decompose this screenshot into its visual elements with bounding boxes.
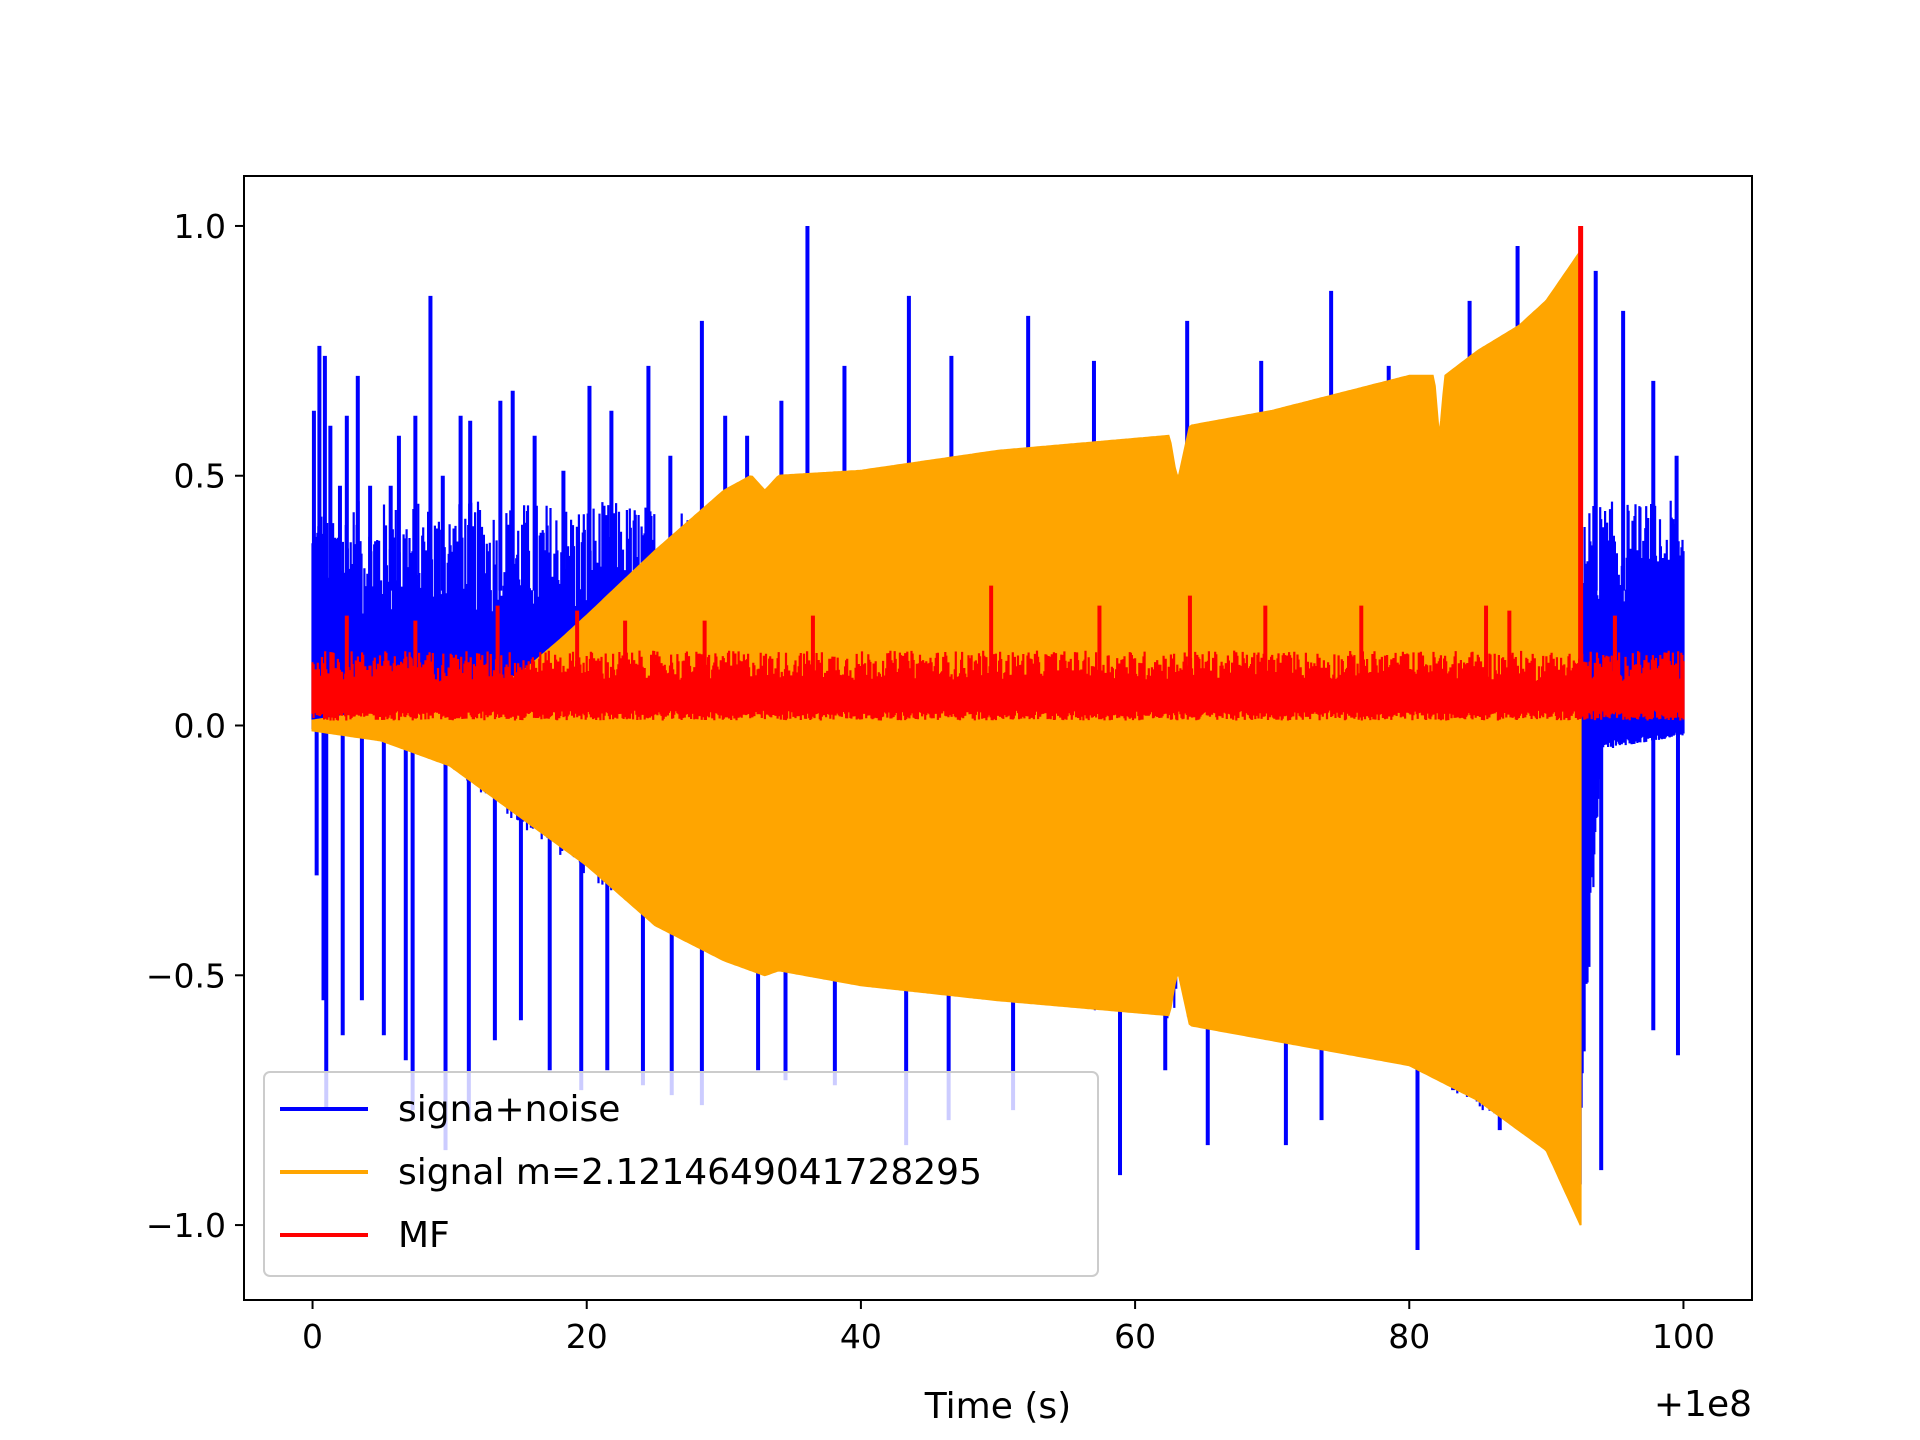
axis-ticks: 0 20 40 60 80 100 −1.0 −0.5 0.0 0.5 1.0 bbox=[146, 207, 1715, 1356]
x-tick-label: 20 bbox=[566, 1317, 608, 1356]
legend-label-signal: signal m=2.1214649041728295 bbox=[398, 1152, 982, 1193]
axes-frame bbox=[243, 175, 1753, 1301]
legend-label-mf: MF bbox=[398, 1215, 450, 1256]
x-tick-label: 100 bbox=[1652, 1317, 1715, 1356]
series-mf bbox=[311, 225, 1685, 721]
x-axis-label: Time (s) bbox=[924, 1386, 1071, 1427]
x-tick-label: 80 bbox=[1388, 1317, 1430, 1356]
y-tick-label: 1.0 bbox=[174, 207, 226, 246]
mf-trace bbox=[311, 650, 1685, 721]
x-tick-label: 0 bbox=[302, 1317, 323, 1356]
signal-envelope bbox=[311, 247, 1582, 1226]
x-axis-offset-label: +1e8 bbox=[1654, 1384, 1752, 1425]
y-tick-label: 0.0 bbox=[174, 707, 226, 746]
series-signal bbox=[311, 247, 1582, 1226]
x-tick-label: 60 bbox=[1114, 1317, 1156, 1356]
y-tick-label: −1.0 bbox=[146, 1206, 226, 1245]
legend-frame bbox=[263, 1071, 1099, 1277]
plot-area bbox=[311, 225, 1685, 1251]
y-tick-label: 0.5 bbox=[174, 457, 226, 496]
x-tick-label: 40 bbox=[840, 1317, 882, 1356]
legend-label-signa-noise: signa+noise bbox=[398, 1089, 620, 1130]
legend: signa+noise signal m=2.1214649041728295 … bbox=[263, 1071, 1099, 1277]
y-tick-label: −0.5 bbox=[146, 956, 226, 995]
